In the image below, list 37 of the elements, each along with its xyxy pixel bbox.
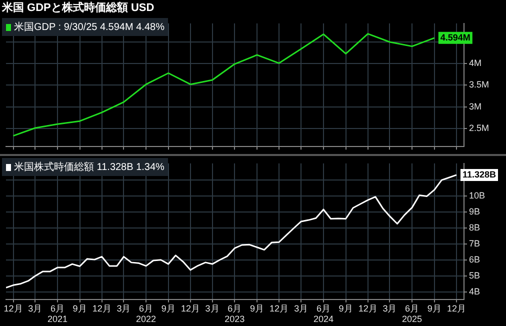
y-tick-label: 6B bbox=[469, 254, 480, 265]
legend-label: 米国GDP : 9/30/25 4.594M 4.48% bbox=[14, 20, 164, 34]
x-tick-label: 6月 2024 bbox=[313, 303, 334, 324]
x-tick-label: 9月 bbox=[338, 303, 353, 314]
y-tick-label: 3M bbox=[469, 101, 482, 112]
x-tick-label: 9月 bbox=[427, 303, 442, 314]
x-tick-label: 6月 2022 bbox=[136, 303, 156, 324]
x-tick-label: 3月 bbox=[205, 303, 220, 314]
x-tick-label: 3月 bbox=[28, 303, 42, 314]
data-label: 4.594M bbox=[440, 32, 470, 42]
y-tick-label: 7B bbox=[469, 238, 480, 249]
x-tick-label: 6月 2025 bbox=[402, 303, 422, 324]
x-tick-label: 3月 bbox=[294, 303, 308, 314]
x-tick-label: 9月 bbox=[161, 303, 176, 314]
y-tick-label: 5B bbox=[469, 270, 480, 281]
x-tick-label: 3月 bbox=[116, 303, 131, 314]
x-tick-label: 6月 2023 bbox=[224, 303, 245, 324]
data-label: 11.328B bbox=[462, 169, 497, 180]
x-tick-label: 12月 bbox=[180, 303, 200, 314]
x-tick-label: 12月 bbox=[4, 303, 23, 314]
x-tick-label: 12月 bbox=[446, 303, 466, 314]
y-tick-label: 9B bbox=[469, 206, 480, 217]
y-tick-label: 10B bbox=[469, 190, 486, 201]
x-tick-label: 9月 bbox=[250, 303, 264, 314]
y-tick-label: 4M bbox=[469, 58, 482, 68]
legend-label: 米国株式時価総額 11.328B 1.34% bbox=[14, 160, 164, 174]
x-tick-label: 12月 bbox=[270, 303, 289, 314]
y-tick-label: 3.5M bbox=[469, 80, 490, 90]
x-tick-label: 12月 bbox=[92, 303, 112, 314]
chart-title: 米国 GDPと株式時価総額 USD bbox=[1, 0, 156, 16]
y-tick-label: 4B bbox=[469, 286, 480, 297]
x-tick-label: 12月 bbox=[358, 303, 378, 314]
x-tick-label: 9月 bbox=[72, 303, 87, 314]
y-tick-label: 2.5M bbox=[469, 122, 490, 133]
x-tick-label: 6月 2021 bbox=[47, 303, 68, 324]
y-tick-label: 8B bbox=[469, 222, 480, 233]
x-tick-label: 3月 bbox=[382, 303, 397, 314]
